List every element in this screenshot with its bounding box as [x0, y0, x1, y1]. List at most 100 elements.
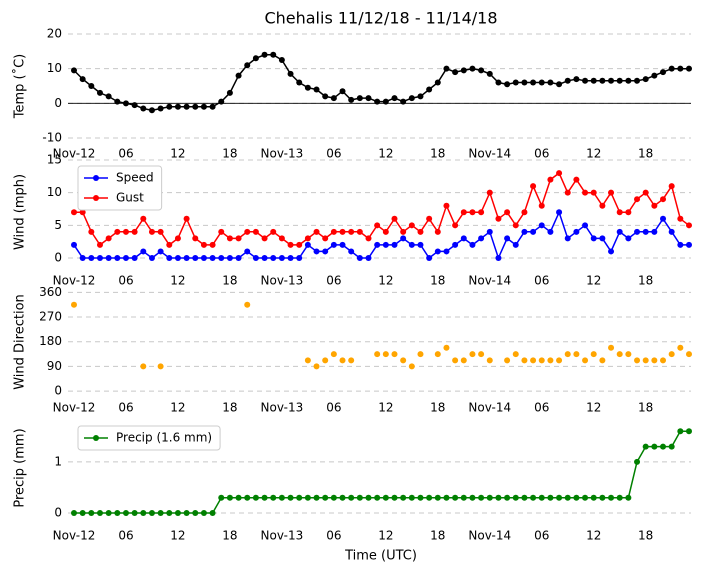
legend-marker	[93, 435, 99, 441]
data-point	[313, 363, 320, 370]
data-point	[590, 494, 597, 501]
data-point	[296, 79, 303, 86]
data-point	[114, 98, 121, 105]
data-point	[209, 241, 216, 248]
data-point	[348, 494, 355, 501]
x-tick-label: 06	[326, 147, 341, 161]
data-point	[140, 215, 147, 222]
data-point	[651, 443, 658, 450]
data-point	[287, 254, 294, 261]
data-point	[391, 215, 398, 222]
data-point	[322, 494, 329, 501]
data-point	[88, 83, 95, 89]
data-point	[330, 228, 337, 235]
data-point	[660, 215, 667, 222]
data-point	[408, 241, 415, 248]
data-point	[616, 351, 623, 358]
data-point	[356, 254, 363, 261]
data-point	[166, 103, 173, 110]
data-point	[434, 228, 441, 235]
y-tick-label: 90	[47, 359, 62, 373]
data-point	[157, 228, 164, 235]
data-point	[122, 228, 129, 235]
data-point	[642, 189, 649, 196]
x-tick-label: 12	[170, 401, 185, 415]
data-point	[209, 103, 216, 110]
series-line	[73, 54, 689, 112]
data-point	[668, 65, 675, 72]
data-point	[322, 93, 329, 100]
data-point	[417, 351, 424, 358]
data-point	[564, 235, 571, 242]
data-point	[651, 357, 658, 364]
data-point	[547, 79, 554, 86]
data-point	[226, 89, 233, 96]
data-point	[426, 494, 433, 501]
data-point	[564, 189, 571, 196]
data-point	[244, 301, 251, 308]
data-point	[582, 189, 589, 196]
data-point	[434, 494, 441, 501]
data-point	[382, 228, 389, 235]
data-point	[400, 357, 407, 364]
data-point	[148, 107, 155, 114]
data-point	[408, 222, 415, 229]
data-point	[486, 494, 493, 501]
data-point	[339, 357, 346, 364]
data-point	[642, 228, 649, 235]
data-point	[348, 96, 355, 103]
data-point	[573, 228, 580, 235]
data-point	[192, 235, 199, 242]
data-point	[642, 76, 649, 83]
data-point	[486, 228, 493, 235]
data-point	[642, 443, 649, 450]
x-tick-label: 06	[534, 274, 549, 288]
data-point	[590, 77, 597, 84]
data-point	[140, 363, 147, 370]
data-point	[486, 70, 493, 77]
x-tick-label: 12	[586, 529, 601, 543]
data-point	[356, 494, 363, 501]
data-point	[495, 79, 502, 86]
x-tick-label: 12	[586, 147, 601, 161]
data-point	[616, 209, 623, 216]
data-point	[313, 86, 320, 93]
data-point	[504, 235, 511, 242]
x-tick-label: Nov-12	[53, 401, 96, 415]
data-point	[599, 235, 606, 242]
data-point	[478, 351, 485, 358]
data-point	[79, 76, 86, 83]
x-tick-label: Nov-12	[53, 274, 96, 288]
data-point	[556, 81, 563, 88]
data-point	[590, 189, 597, 196]
x-tick-label: Nov-13	[261, 401, 304, 415]
data-point	[460, 357, 467, 364]
data-point	[157, 248, 164, 255]
data-point	[651, 72, 658, 79]
data-point	[114, 254, 121, 261]
data-point	[677, 344, 684, 351]
data-point	[547, 357, 554, 364]
data-point	[71, 209, 77, 216]
legend: Precip (1.6 mm)	[77, 425, 221, 451]
data-point	[105, 235, 112, 242]
data-point	[183, 103, 190, 110]
x-tick-label: 18	[430, 401, 445, 415]
data-point	[686, 241, 692, 248]
data-point	[625, 494, 632, 501]
x-tick-label: 18	[222, 401, 237, 415]
data-point	[226, 254, 233, 261]
data-point	[582, 357, 589, 364]
x-tick-label: 18	[222, 274, 237, 288]
data-point	[486, 357, 493, 364]
data-point	[252, 55, 259, 62]
data-point	[608, 344, 615, 351]
data-point	[304, 235, 311, 242]
y-axis-label: Precip (mm)	[13, 428, 28, 507]
data-point	[512, 494, 519, 501]
y-tick-label: 5	[54, 218, 62, 232]
data-point	[174, 235, 181, 242]
data-point	[252, 494, 259, 501]
data-point	[686, 351, 692, 358]
legend-marker	[93, 175, 99, 181]
